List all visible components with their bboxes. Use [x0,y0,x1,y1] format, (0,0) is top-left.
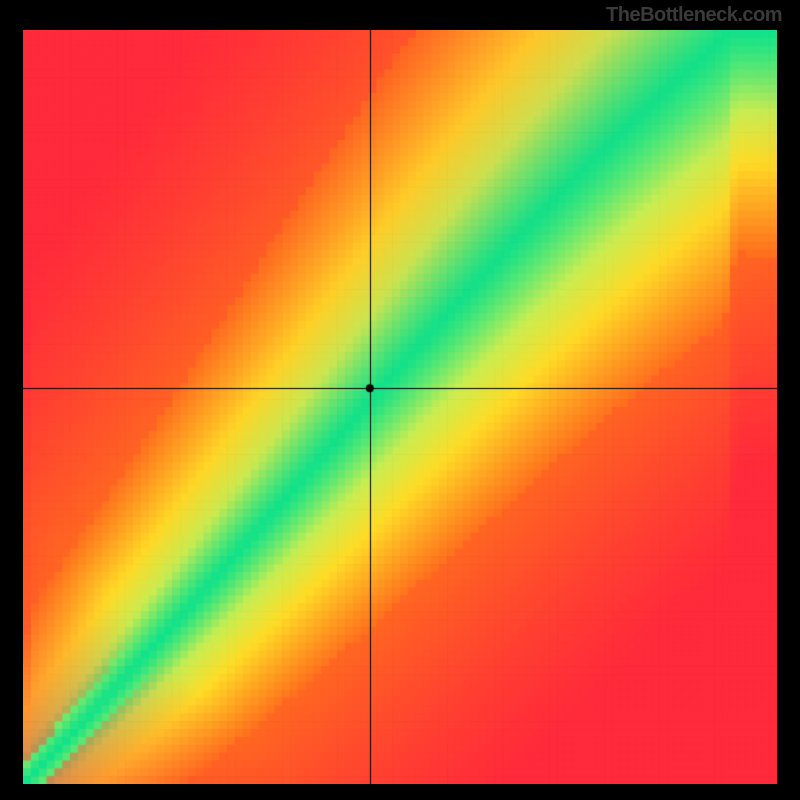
chart-container: { "attribution": "TheBottleneck.com", "c… [0,0,800,800]
bottleneck-heatmap [23,30,777,784]
attribution-text: TheBottleneck.com [606,4,782,27]
